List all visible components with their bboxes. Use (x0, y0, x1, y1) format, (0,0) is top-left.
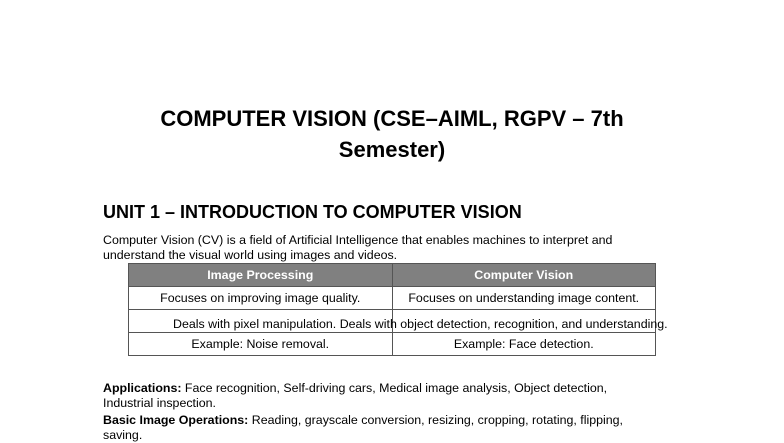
operations-line-1: Basic Image Operations: Reading, graysca… (103, 413, 623, 428)
operations-line-2: saving. (103, 428, 143, 442)
table-row: Example: Noise removal. Example: Face de… (128, 332, 656, 356)
applications-text: Face recognition, Self-driving cars, Med… (181, 381, 608, 395)
document-title-line-1: COMPUTER VISION (CSE–AIML, RGPV – 7th (160, 106, 624, 131)
unit-heading: UNIT 1 – INTRODUCTION TO COMPUTER VISION (103, 202, 522, 222)
intro-line-1: Computer Vision (CV) is a field of Artif… (103, 233, 613, 247)
table-row: Focuses on improving image quality. Focu… (128, 286, 656, 310)
table-header-row: Image Processing Computer Vision (128, 263, 656, 287)
table-cell: Focuses on understanding image content. (391, 286, 656, 310)
table-header-computer-vision: Computer Vision (391, 263, 656, 287)
intro-line-2: understand the visual world using images… (103, 248, 398, 262)
table-cell: Example: Face detection. (391, 332, 656, 356)
operations-label: Basic Image Operations: (103, 413, 249, 427)
document-title-line-2: Semester) (338, 137, 446, 162)
table-cell-text: Deals with pixel manipulation. (173, 317, 337, 331)
comparison-table: Image Processing Computer Vision Focuses… (128, 263, 656, 356)
applications-line-2: Industrial inspection. (103, 396, 216, 410)
applications-label: Applications: (103, 381, 182, 395)
table-cell-text: Deals with object detection, recognition… (339, 317, 668, 331)
table-cell: Focuses on improving image quality. (128, 286, 393, 310)
applications-line-1: Applications: Face recognition, Self-dri… (103, 381, 607, 396)
operations-text: Reading, grayscale conversion, resizing,… (248, 413, 623, 427)
overflowing-row-text: Deals with pixel manipulation. Deals wit… (173, 317, 668, 331)
table-cell: Example: Noise removal. (128, 332, 393, 356)
table-header-image-processing: Image Processing (128, 263, 393, 287)
